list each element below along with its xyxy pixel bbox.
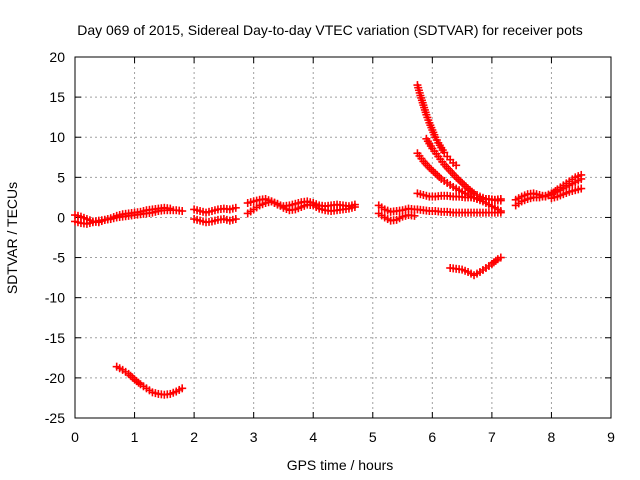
- data-point: [196, 207, 208, 216]
- y-tick-label: -5: [53, 250, 66, 266]
- x-tick-label: 2: [190, 429, 198, 445]
- series-arc-5: [374, 209, 419, 225]
- data-point: [100, 215, 112, 224]
- x-tick-label: 1: [131, 429, 139, 445]
- data-point: [446, 166, 459, 180]
- data-point: [413, 149, 426, 163]
- data-point: [496, 253, 505, 262]
- series-arc-1b: [71, 203, 175, 227]
- series-arc-2: [112, 362, 187, 399]
- series-arc-3: [190, 203, 240, 217]
- x-tick-label: 3: [250, 429, 258, 445]
- data-point: [422, 134, 435, 151]
- y-tick-label: -15: [45, 330, 65, 346]
- y-tick-label: 5: [57, 169, 65, 185]
- x-tick-label: 6: [428, 429, 436, 445]
- data-point: [577, 170, 586, 179]
- x-tick-label: 8: [548, 429, 556, 445]
- data-point: [231, 215, 240, 224]
- data-point: [496, 194, 505, 203]
- data-point: [166, 204, 175, 213]
- series-arc-12c: [547, 184, 586, 203]
- series-arc-9: [413, 189, 505, 204]
- data-point: [440, 148, 449, 157]
- data-point: [452, 173, 465, 186]
- data-point: [419, 190, 431, 200]
- y-tick-label: -25: [45, 410, 65, 426]
- data-point: [178, 207, 187, 216]
- data-point: [303, 197, 315, 207]
- data-point: [178, 384, 187, 393]
- data-point: [559, 188, 571, 199]
- x-tick-label: 5: [369, 429, 377, 445]
- series-arc-6: [413, 81, 461, 170]
- data-point: [571, 185, 583, 195]
- x-tick-labels: 0 1 2 3 4 5 6 7 8 9: [71, 429, 615, 445]
- x-tick-label: 4: [309, 429, 317, 445]
- chart-title: Day 069 of 2015, Sidereal Day-to-day VTE…: [77, 22, 583, 38]
- data-point: [231, 203, 240, 212]
- x-tick-label: 9: [607, 429, 615, 445]
- grid: [75, 57, 611, 418]
- data-point: [419, 101, 430, 117]
- y-tick-label: 15: [49, 89, 65, 105]
- data-points: [71, 81, 586, 399]
- series-arc-3b: [190, 215, 240, 227]
- y-tick-label: -10: [45, 290, 65, 306]
- plot-frame: [74, 56, 612, 419]
- data-point: [207, 206, 219, 216]
- data-point: [496, 208, 505, 217]
- data-point: [452, 161, 461, 170]
- data-point: [428, 144, 441, 158]
- y-tick-labels: -25 -20 -15 -10 -5 0 5 10 15 20: [45, 49, 65, 426]
- series-arc-10: [413, 205, 505, 217]
- series-arc-4b: [243, 194, 359, 211]
- x-axis-label: GPS time / hours: [287, 457, 394, 473]
- data-point: [425, 163, 438, 176]
- data-point: [291, 199, 303, 208]
- data-point: [76, 212, 88, 222]
- y-tick-label: -20: [45, 370, 65, 386]
- data-point: [577, 184, 586, 193]
- x-tick-label: 7: [488, 429, 496, 445]
- y-tick-label: 10: [49, 129, 65, 145]
- y-tick-label: 20: [49, 49, 65, 65]
- series-arc-11: [446, 253, 505, 280]
- y-axis-label: SDTVAR / TECUs: [4, 182, 20, 294]
- data-point: [431, 133, 441, 145]
- y-tick-label: 0: [57, 209, 65, 225]
- data-point: [392, 214, 404, 224]
- data-point: [464, 184, 477, 196]
- data-point: [350, 200, 359, 209]
- axis-ticks: [74, 56, 612, 419]
- x-tick-label: 0: [71, 429, 79, 445]
- data-point: [273, 200, 285, 210]
- series-arc-5b: [374, 201, 419, 216]
